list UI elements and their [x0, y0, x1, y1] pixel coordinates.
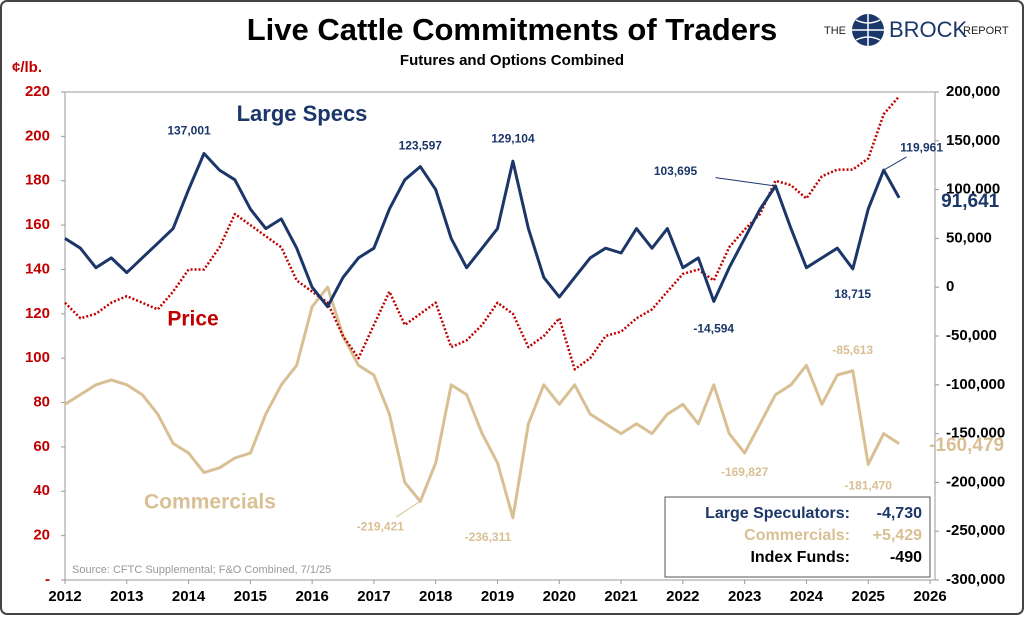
- y2-tick-label: 50,000: [946, 229, 992, 246]
- x-tick-label: 2012: [48, 588, 81, 605]
- y2-tick-label: 100,000: [946, 181, 1000, 198]
- y2-tick-label: -50,000: [946, 327, 997, 344]
- y-axis-unit: ¢/lb.: [12, 59, 42, 76]
- x-tick-label: 2018: [419, 588, 452, 605]
- logo: THE BROCK REPORT: [824, 14, 1009, 46]
- changes-label: Commercials:: [744, 527, 850, 544]
- series-name: Price: [167, 308, 218, 331]
- y-tick-label: 40: [33, 482, 50, 499]
- changes-label: Large Speculators:: [705, 505, 850, 522]
- changes-value: -4,730: [877, 505, 922, 522]
- data-label: 103,695: [654, 164, 698, 178]
- data-label: -85,613: [832, 343, 873, 357]
- y-tick-label: 200: [25, 127, 50, 144]
- logo-text: BROCK: [889, 17, 968, 42]
- data-label: -181,470: [845, 478, 893, 492]
- y-tick-label: 60: [33, 438, 50, 455]
- x-tick-label: 2021: [604, 588, 637, 605]
- annotation-leader: [715, 177, 776, 187]
- y-tick-label: 120: [25, 305, 50, 322]
- y2-tick-label: 0: [946, 278, 954, 295]
- x-tick-label: 2026: [913, 588, 946, 605]
- y-tick-label: -: [45, 571, 50, 588]
- data-label: 123,597: [399, 139, 443, 153]
- y2-tick-label: -250,000: [946, 522, 1005, 539]
- changes-label: Index Funds:: [750, 549, 850, 566]
- logo-globe-lines: [852, 14, 884, 46]
- y2-tick-label: -150,000: [946, 425, 1005, 442]
- y2-tick-label: -200,000: [946, 473, 1005, 490]
- x-tick-label: 2025: [852, 588, 885, 605]
- data-label: -236,311: [465, 530, 512, 544]
- x-tick-label: 2024: [790, 588, 824, 605]
- y-tick-label: 100: [25, 349, 50, 366]
- y-tick-label: 220: [25, 83, 50, 100]
- data-label: -14,594: [693, 322, 734, 336]
- x-tick-label: 2015: [234, 588, 267, 605]
- y2-tick-label: -100,000: [946, 376, 1005, 393]
- series-name: Large Specs: [237, 101, 368, 126]
- x-tick-label: 2020: [543, 588, 576, 605]
- x-tick-label: 2017: [357, 588, 390, 605]
- series-name: Commercials: [144, 491, 276, 514]
- data-label: -169,827: [721, 465, 769, 479]
- chart-subtitle: Futures and Options Combined: [400, 52, 624, 69]
- source-note: Source: CFTC Supplemental; F&O Combined,…: [72, 564, 331, 576]
- data-label: 119,961: [900, 140, 943, 154]
- logo-text: REPORT: [963, 25, 1009, 37]
- data-label: 129,104: [491, 131, 535, 145]
- x-tick-label: 2023: [728, 588, 761, 605]
- series-line: [64, 95, 901, 371]
- series-line: [64, 285, 900, 520]
- changes-value: -490: [890, 549, 922, 566]
- data-label: -219,421: [357, 520, 405, 534]
- y-tick-label: 20: [33, 527, 50, 544]
- data-label: 18,715: [834, 287, 871, 301]
- x-tick-label: 2019: [481, 588, 514, 605]
- x-tick-label: 2013: [110, 588, 143, 605]
- x-tick-label: 2014: [172, 588, 206, 605]
- y2-tick-label: -300,000: [946, 571, 1005, 588]
- y-tick-label: 160: [25, 216, 50, 233]
- chart-title: Live Cattle Commitments of Traders: [247, 12, 778, 47]
- annotation-leader: [395, 500, 421, 518]
- data-label: 91,641: [941, 191, 1000, 212]
- data-label: -160,479: [929, 435, 1004, 456]
- annotation-leader: [883, 156, 907, 171]
- y-tick-label: 80: [33, 394, 50, 411]
- logo-text: THE: [824, 25, 846, 37]
- y2-tick-label: 200,000: [946, 83, 1000, 100]
- x-tick-label: 2022: [666, 588, 699, 605]
- x-tick-label: 2016: [295, 588, 328, 605]
- changes-box: [664, 496, 931, 578]
- y2-tick-label: 150,000: [946, 132, 1000, 149]
- y-tick-label: 180: [25, 172, 50, 189]
- y-tick-label: 140: [25, 260, 50, 277]
- changes-value: +5,429: [873, 527, 922, 544]
- series-line: [64, 152, 901, 309]
- data-label: 137,001: [167, 124, 211, 138]
